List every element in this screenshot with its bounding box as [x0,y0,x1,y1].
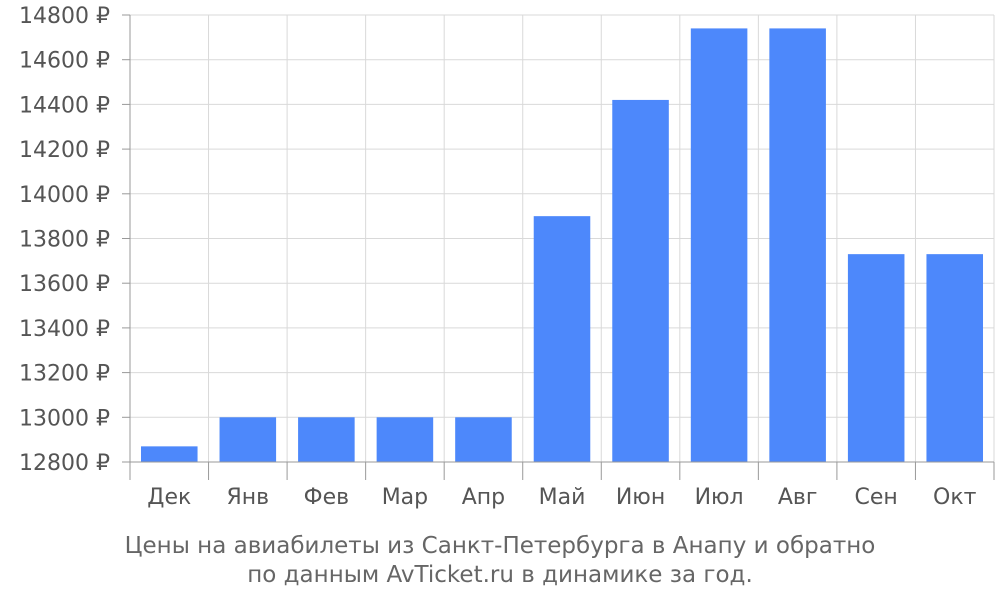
x-tick-label: Сен [855,485,898,510]
caption-line-1: Цены на авиабилеты из Санкт-Петербурга в… [124,533,876,559]
y-tick-label: 14600 ₽ [19,49,110,74]
y-tick-label: 14400 ₽ [19,93,110,118]
bar [533,216,591,462]
x-tick-label: Мар [382,485,428,510]
x-tick-label: Май [539,485,586,510]
bar [690,28,748,462]
bar [926,254,984,462]
y-tick-label: 13200 ₽ [19,362,110,387]
x-tick-labels: Дек Янв Фев Мар Апр Май Июн Июл Авг Сен Окт [147,485,976,510]
x-tick-label: Янв [226,485,269,510]
bar [612,99,669,463]
y-tick-label: 13400 ₽ [19,317,110,342]
x-tick-label: Авг [778,485,818,510]
y-tick-label: 14800 ₽ [19,4,110,29]
x-tick-label: Окт [933,485,977,510]
x-tick-label: Июл [695,485,744,510]
bar [298,417,355,462]
y-tick-label: 13800 ₽ [19,228,110,253]
axes [122,14,995,480]
x-tick-label: Фев [304,485,349,510]
y-tick-label: 12800 ₽ [19,451,110,476]
bar [376,417,434,462]
y-tick-label: 13000 ₽ [19,406,110,431]
y-tick-label: 14000 ₽ [19,183,110,208]
bar [769,28,826,462]
y-tick-label: 14200 ₽ [19,138,110,163]
chart-caption: Цены на авиабилеты из Санкт-Петербурга в… [0,532,1000,590]
y-tick-labels: 12800 ₽ 13000 ₽ 13200 ₽ 13400 ₽ 13600 ₽ 13800… [19,4,110,476]
bars [140,28,984,463]
caption-line-2: по данным AvTicket.ru в динамике за год. [247,562,753,588]
bar [140,446,198,462]
bar [455,417,512,462]
bar [847,254,905,462]
x-tick-label: Дек [147,485,191,510]
x-tick-label: Июн [616,485,665,510]
y-tick-label: 13600 ₽ [19,272,110,297]
bar [219,417,277,462]
x-tick-label: Апр [462,485,505,510]
